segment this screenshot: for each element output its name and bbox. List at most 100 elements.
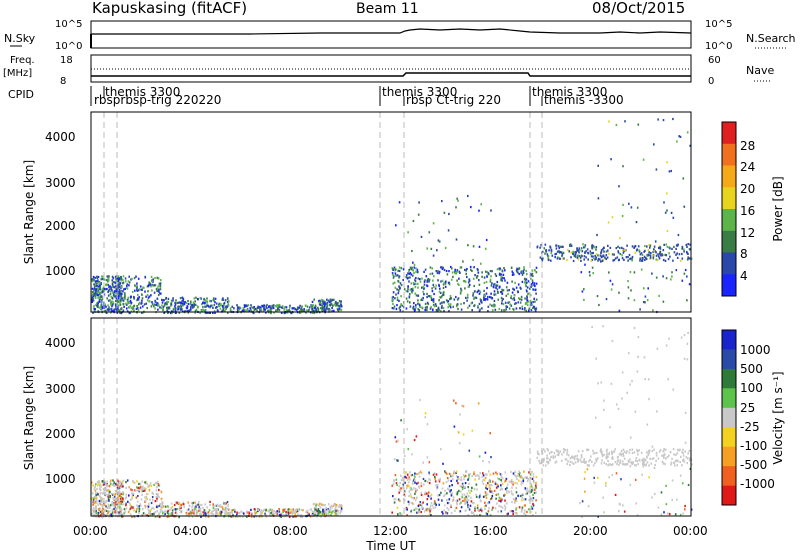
data-cell — [647, 452, 650, 455]
velocity-cbar-tick: 1000 — [740, 343, 771, 357]
data-cell — [519, 307, 521, 310]
data-cell — [527, 292, 529, 296]
data-cell — [152, 492, 154, 495]
data-cell — [622, 203, 624, 206]
data-cell — [418, 201, 420, 204]
data-cell — [529, 287, 531, 290]
data-cell — [244, 304, 247, 307]
data-cell — [419, 305, 421, 308]
data-cell — [450, 505, 452, 508]
data-cell — [260, 510, 262, 514]
data-cell — [647, 254, 650, 257]
data-cell — [643, 301, 645, 304]
data-cell — [562, 251, 565, 254]
data-cell — [307, 309, 310, 312]
data-cell — [128, 486, 130, 489]
data-cell — [138, 489, 141, 492]
data-cell — [569, 463, 571, 467]
data-cell — [665, 457, 667, 460]
data-cell — [466, 501, 469, 504]
data-cell — [434, 502, 437, 505]
data-cell — [589, 458, 591, 461]
data-cell — [140, 302, 142, 305]
data-cell — [119, 508, 121, 511]
data-cell — [670, 278, 672, 281]
data-cell — [486, 298, 488, 301]
data-cell — [465, 509, 467, 512]
data-cell — [515, 507, 518, 510]
data-cell — [244, 309, 247, 312]
data-cell — [92, 500, 95, 503]
data-cell — [628, 253, 631, 257]
data-cell — [109, 290, 112, 293]
data-cell — [495, 286, 497, 289]
data-cell — [534, 486, 537, 489]
data-cell — [646, 461, 649, 464]
data-cell — [329, 508, 332, 511]
data-cell — [444, 489, 446, 492]
data-cell — [526, 299, 529, 302]
data-cell — [489, 473, 491, 476]
data-cell — [583, 461, 586, 464]
nsearch-tick-bottom: 10^0 — [705, 41, 732, 52]
data-cell — [304, 304, 307, 307]
data-cell — [309, 508, 312, 511]
velocity-ytick-1000: 1000 — [45, 472, 76, 486]
data-cell — [212, 506, 215, 510]
data-cell — [91, 293, 94, 296]
data-cell — [462, 260, 464, 263]
data-cell — [592, 257, 595, 260]
data-cell — [500, 510, 503, 513]
data-cell — [449, 304, 451, 308]
data-cell — [161, 509, 163, 512]
data-cell — [675, 269, 678, 272]
data-cell — [455, 402, 457, 405]
data-cell — [243, 305, 246, 309]
data-cell — [520, 270, 523, 273]
data-cell — [113, 503, 115, 506]
freq-panel: Freq. [MHz] 18 8 60 0 Nave CPID — [3, 54, 774, 101]
data-cell — [512, 480, 514, 484]
data-cell — [603, 250, 605, 253]
data-cell — [207, 515, 210, 518]
data-cell — [490, 284, 493, 287]
data-cell — [109, 495, 111, 498]
data-cell — [668, 512, 671, 516]
data-cell — [649, 457, 651, 460]
data-cell — [557, 449, 559, 452]
data-cell — [398, 289, 400, 292]
xtick-5: 20:00 — [573, 524, 608, 538]
data-cell — [333, 298, 335, 301]
data-cell — [477, 305, 479, 308]
data-cell — [555, 252, 558, 255]
data-cell — [572, 259, 575, 263]
data-cell — [652, 257, 655, 260]
data-cell — [119, 295, 122, 299]
data-cell — [600, 256, 603, 259]
data-cell — [618, 510, 620, 513]
data-cell — [148, 300, 151, 303]
colorbar-block — [722, 252, 736, 275]
data-cell — [133, 310, 135, 313]
data-cell — [123, 288, 125, 291]
data-cell — [312, 503, 315, 506]
data-cell — [290, 311, 292, 314]
data-cell — [500, 473, 503, 476]
data-cell — [456, 303, 458, 306]
data-cell — [586, 464, 589, 467]
data-cell — [420, 482, 423, 485]
data-cell — [499, 489, 502, 492]
data-cell — [498, 273, 501, 276]
data-cell — [178, 516, 180, 519]
data-cell — [522, 478, 525, 481]
data-cell — [221, 304, 224, 308]
data-cell — [431, 287, 433, 290]
data-cell — [334, 512, 336, 515]
data-cell — [512, 493, 514, 496]
data-cell — [681, 247, 683, 250]
data-cell — [437, 306, 440, 309]
data-cell — [93, 514, 95, 517]
data-cell — [493, 283, 495, 286]
data-cell — [414, 286, 417, 289]
data-cell — [494, 304, 496, 307]
